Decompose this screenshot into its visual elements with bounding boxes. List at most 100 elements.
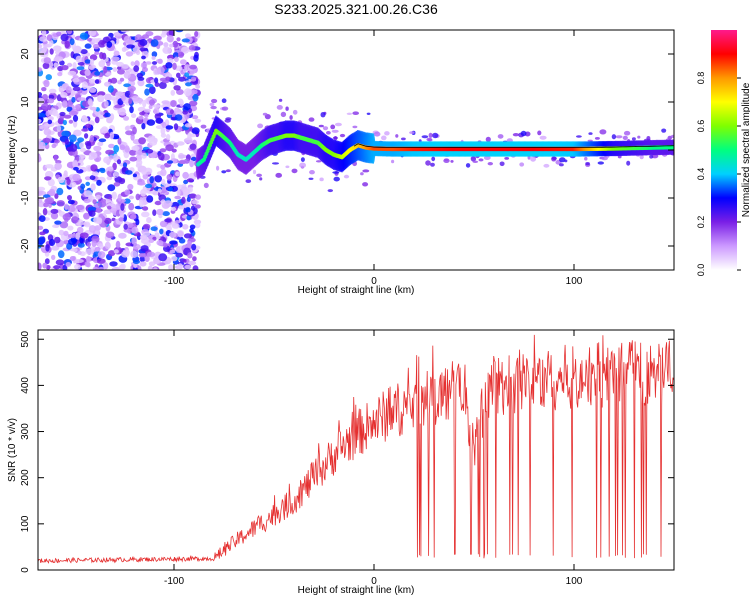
noise-cell bbox=[182, 224, 189, 230]
scatter-cell bbox=[631, 137, 636, 141]
noise-cell bbox=[68, 238, 77, 245]
noise-cell bbox=[61, 130, 70, 138]
noise-cell bbox=[42, 262, 48, 269]
noise-cell bbox=[107, 166, 114, 172]
noise-cell bbox=[129, 156, 138, 162]
scatter-cell bbox=[430, 162, 435, 167]
noise-cell bbox=[41, 103, 49, 110]
noise-cell bbox=[115, 240, 121, 249]
noise-cell bbox=[79, 232, 89, 239]
snr-ytick-label: 400 bbox=[20, 377, 31, 394]
noise-cell bbox=[72, 248, 78, 253]
noise-cell bbox=[182, 110, 189, 115]
noise-cell bbox=[151, 55, 156, 60]
noise-cell bbox=[84, 261, 91, 267]
noise-cell bbox=[51, 143, 57, 149]
noise-cell bbox=[104, 209, 110, 214]
noise-cell bbox=[57, 250, 65, 259]
scatter-cell bbox=[384, 131, 390, 136]
noise-cell bbox=[50, 212, 59, 220]
noise-cell bbox=[84, 59, 91, 64]
noise-cell bbox=[96, 179, 102, 186]
scatter-cell bbox=[559, 157, 566, 163]
noise-cell bbox=[88, 210, 96, 217]
noise-cell bbox=[142, 223, 151, 230]
noise-cell bbox=[176, 89, 184, 95]
noise-cell bbox=[141, 55, 146, 60]
noise-cell bbox=[42, 208, 48, 216]
noise-cell bbox=[42, 94, 48, 101]
noise-cell bbox=[175, 252, 183, 258]
snr-ylabel: SNR (10 * v/v) bbox=[7, 418, 18, 482]
noise-cell bbox=[100, 111, 105, 116]
colorbar-ramp bbox=[711, 30, 737, 270]
scatter-cell bbox=[352, 111, 360, 115]
scatter-cell bbox=[597, 161, 604, 165]
noise-cell bbox=[99, 52, 104, 59]
noise-cell bbox=[61, 100, 68, 108]
noise-cell bbox=[183, 103, 191, 111]
noise-cell bbox=[89, 58, 95, 66]
noise-cell bbox=[160, 164, 166, 170]
noise-cell bbox=[99, 127, 109, 134]
noise-cell bbox=[104, 100, 109, 108]
noise-cell bbox=[169, 231, 177, 238]
noise-cell bbox=[142, 231, 151, 237]
noise-cell bbox=[67, 199, 75, 205]
scatter-cell bbox=[278, 98, 283, 102]
noise-cell bbox=[190, 156, 197, 162]
noise-cell bbox=[88, 65, 95, 70]
scatter-cell bbox=[245, 179, 252, 184]
noise-cell bbox=[190, 205, 196, 211]
noise-cell bbox=[135, 150, 143, 156]
noise-cell bbox=[140, 152, 147, 159]
noise-cell bbox=[38, 92, 43, 97]
noise-cell bbox=[148, 261, 156, 267]
noise-cell bbox=[129, 149, 137, 156]
scatter-cell bbox=[320, 112, 326, 118]
noise-cell bbox=[91, 38, 100, 44]
noise-cell bbox=[99, 168, 106, 174]
noise-cell bbox=[97, 251, 106, 259]
noise-cell bbox=[42, 137, 51, 144]
noise-cell bbox=[191, 76, 196, 82]
noise-cell bbox=[94, 246, 101, 252]
scatter-cell bbox=[519, 162, 525, 167]
spectrogram-ytick-label: 0 bbox=[20, 147, 31, 153]
noise-cell bbox=[183, 233, 193, 239]
noise-cell bbox=[174, 195, 182, 200]
noise-cell bbox=[173, 123, 179, 131]
noise-cell bbox=[104, 93, 112, 102]
scatter-cell bbox=[291, 168, 298, 174]
noise-cell bbox=[169, 109, 174, 115]
snr-axis-ticks: -100 0 100 0 100 200 300 400 500 bbox=[20, 330, 674, 587]
noise-cell bbox=[156, 240, 164, 246]
noise-cell bbox=[176, 141, 185, 146]
snr-panel: -100 0 100 0 100 200 300 400 500 Height of strai… bbox=[7, 329, 675, 596]
noise-cell bbox=[164, 218, 172, 223]
noise-cell bbox=[166, 174, 173, 181]
scatter-cell bbox=[209, 102, 215, 107]
noise-cell bbox=[161, 100, 170, 105]
noise-cell bbox=[80, 147, 86, 153]
scatter-cell bbox=[352, 125, 358, 129]
noise-cell bbox=[117, 137, 122, 145]
noise-cell bbox=[112, 162, 117, 171]
noise-cell bbox=[93, 145, 102, 152]
noise-cell bbox=[84, 43, 92, 49]
noise-cell bbox=[81, 116, 89, 123]
noise-cell bbox=[77, 250, 82, 255]
scatter-cell bbox=[318, 124, 324, 128]
noise-cell bbox=[66, 106, 73, 112]
scatter-cell bbox=[339, 133, 346, 138]
noise-cell bbox=[146, 195, 154, 203]
noise-cell bbox=[38, 215, 46, 223]
noise-cell bbox=[47, 104, 52, 111]
noise-cell bbox=[113, 249, 119, 254]
noise-cell bbox=[105, 231, 115, 239]
scatter-cell bbox=[332, 171, 340, 174]
colorbar-tick-label: 0.8 bbox=[696, 72, 706, 85]
noise-cell bbox=[139, 39, 148, 46]
noise-cell bbox=[62, 119, 67, 126]
noise-cell bbox=[84, 133, 89, 139]
